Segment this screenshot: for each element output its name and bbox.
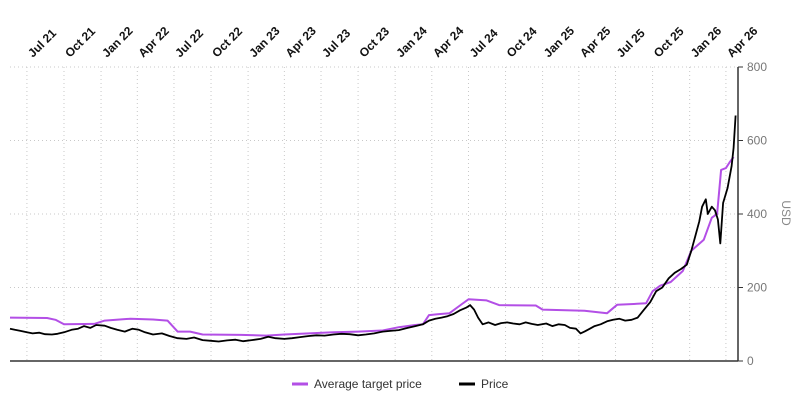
x-tick-label: Apr 23: [283, 24, 320, 61]
grid: [10, 66, 738, 361]
x-tick-label: Apr 24: [430, 24, 467, 61]
y-tick-label: 600: [747, 134, 767, 148]
x-tick-label: Jul 24: [467, 26, 501, 60]
legend-label: Price: [481, 377, 509, 391]
x-tick-label: Oct 21: [62, 24, 98, 60]
y-tick-label: 200: [747, 281, 767, 295]
x-tick-label: Jan 22: [99, 24, 136, 61]
x-tick-label: Apr 26: [724, 24, 761, 61]
series-lines: [9, 115, 737, 343]
legend: Average target price Price: [292, 377, 509, 391]
y-tick-label: 0: [747, 354, 754, 368]
x-axis-ticks: Jul 21 Oct 21 Jan 22 Apr 22 Jul 22 Oct 22 Jan …: [25, 24, 761, 61]
x-tick-label: Oct 24: [504, 24, 540, 60]
y-tick-label: 400: [747, 207, 767, 221]
x-tick-label: Jan 23: [246, 24, 283, 61]
x-tick-label: Oct 22: [209, 24, 245, 60]
x-tick-label: Jul 21: [25, 26, 59, 60]
x-tick-label: Apr 22: [136, 24, 173, 61]
x-tick-label: Jan 24: [393, 24, 430, 61]
x-tick-label: Oct 25: [651, 24, 687, 60]
x-tick-label: Jan 25: [541, 24, 578, 61]
average-target-price-line: [9, 156, 735, 337]
x-tick-label: Jul 22: [172, 26, 206, 60]
y-tick-label: 800: [747, 60, 767, 74]
y-axis: 0 200 400 600 800: [737, 60, 767, 368]
price-line: [9, 115, 737, 343]
y-axis-label: USD: [779, 200, 793, 226]
x-tick-label: Jan 26: [688, 24, 725, 61]
x-tick-label: Apr 25: [577, 24, 614, 61]
x-tick-label: Jul 25: [614, 26, 648, 60]
x-tick-label: Oct 23: [356, 24, 392, 60]
x-tick-label: Jul 23: [319, 26, 353, 60]
legend-label: Average target price: [314, 377, 422, 391]
